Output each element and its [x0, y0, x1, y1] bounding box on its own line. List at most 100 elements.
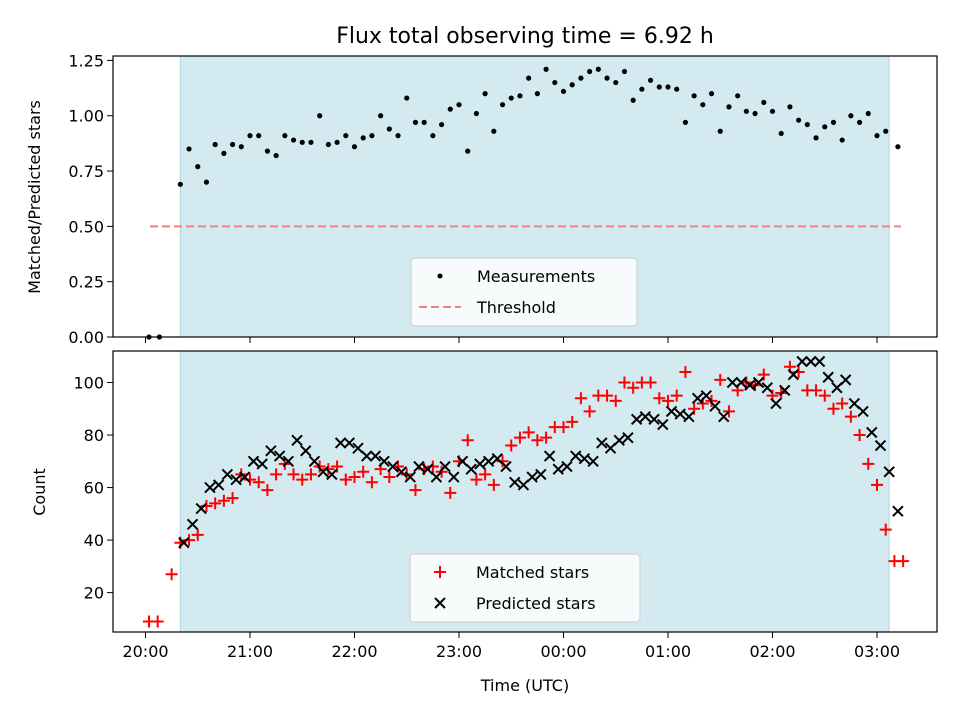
predicted-star-point [657, 418, 669, 431]
matched-star-point [601, 389, 614, 402]
matched-star-point [540, 431, 553, 444]
x-tick-label: 21:00 [227, 642, 273, 661]
matched-star-point [618, 376, 631, 389]
x-tick-label: 00:00 [540, 642, 586, 661]
measurement-point [883, 128, 889, 134]
measurement-point [769, 108, 776, 114]
matched-star-point [513, 431, 526, 444]
matched-star-point [191, 528, 204, 541]
predicted-star-point [186, 518, 199, 531]
matched-star-point [357, 465, 370, 478]
matched-star-point [844, 410, 857, 423]
measurement-point [465, 148, 471, 154]
matched-star-point [531, 434, 544, 447]
predicted-star-point [613, 434, 625, 446]
measurement-point [682, 119, 689, 125]
matched-star-point [365, 476, 378, 489]
predicted-star-point [178, 537, 190, 549]
matched-star-point [827, 402, 840, 415]
predicted-star-point [718, 410, 730, 423]
matched-star-point [644, 376, 657, 389]
matched-star-point [557, 421, 570, 434]
bottom-y-axis-label: Count [30, 468, 49, 516]
measurement-point [700, 102, 706, 108]
predicted-star-point [552, 463, 564, 475]
measurement-point [238, 144, 244, 150]
predicted-star-point [343, 437, 355, 449]
matched-star-point [339, 473, 352, 486]
top-panel: 0.00 0.25 0.50 0.75 1.00 1.25 Matched/Predict… [25, 51, 938, 347]
matched-star-point [862, 457, 875, 470]
measurement-point [604, 75, 610, 81]
predicted-star-point [239, 471, 251, 483]
top-y-tick-label: 1.00 [68, 107, 104, 126]
measurement-point [186, 146, 192, 152]
predicted-star-point [204, 481, 216, 494]
matched-star-point [714, 373, 727, 386]
predicted-star-point [735, 376, 747, 389]
top-legend-box [410, 257, 638, 327]
top-x-ticks [145, 337, 878, 343]
predicted-star-point [648, 413, 660, 425]
measurement-point [247, 133, 253, 139]
x-tick-label: 20:00 [122, 642, 168, 661]
measurement-point [290, 137, 297, 143]
predicted-star-point [630, 413, 643, 425]
measurement-point [856, 119, 863, 125]
top-y-tick-label: 0.25 [68, 273, 104, 292]
measurement-point [395, 133, 401, 139]
measurement-point [726, 104, 732, 110]
measurement-point [456, 102, 462, 108]
measurement-point [743, 108, 749, 114]
x-tick-label: 01:00 [645, 642, 691, 661]
measurement-point [569, 82, 575, 88]
matched-star-point [226, 492, 239, 505]
measurement-point [543, 66, 549, 72]
measurement-point [674, 86, 680, 92]
predicted-star-point [334, 437, 347, 449]
measurement-point [203, 179, 210, 185]
measurement-point [299, 139, 305, 145]
top-y-tick-label: 0.50 [68, 217, 104, 236]
predicted-star-point [369, 450, 382, 462]
predicted-star-point [474, 458, 486, 470]
matched-star-point [609, 394, 622, 407]
bottom-y-tick-label: 60 [84, 479, 104, 498]
matched-legend-marker [434, 566, 446, 578]
matched-star-point [409, 484, 422, 497]
measurement-point [578, 75, 584, 81]
predicted-star-point [639, 410, 652, 423]
matched-star-point [810, 384, 823, 397]
measurement-point [865, 110, 871, 117]
matched-star-point [818, 389, 831, 402]
measurement-point [874, 133, 880, 139]
predicted-star-point [883, 466, 895, 478]
x-tick-label: 03:00 [854, 642, 900, 661]
predicted-star-point [543, 450, 556, 462]
predicted-star-point [787, 368, 800, 381]
measurement-point [630, 97, 636, 103]
measurement-point [560, 88, 567, 95]
measurement-point [691, 93, 697, 99]
measurement-point [447, 106, 453, 112]
measurement-point [325, 141, 331, 148]
measurement-point [708, 91, 715, 97]
threshold-legend-label: Threshold [476, 298, 556, 317]
matched-star-point [853, 429, 866, 442]
measurement-point [534, 91, 540, 97]
matched-star-point [209, 497, 222, 510]
matched-star-point [836, 397, 849, 410]
measurement-point [595, 66, 601, 72]
predicted-star-point [822, 371, 834, 383]
matched-star-point [383, 471, 396, 484]
top-plot-frame [112, 55, 938, 338]
measurement-point [813, 135, 819, 141]
measurement-point [796, 117, 802, 123]
measurement-point [508, 95, 514, 101]
predicted-star-point [395, 466, 408, 478]
predicted-star-point [247, 455, 260, 468]
matched-star-point [566, 415, 579, 428]
predicted-star-point [674, 408, 686, 420]
measurement-point [587, 68, 593, 75]
